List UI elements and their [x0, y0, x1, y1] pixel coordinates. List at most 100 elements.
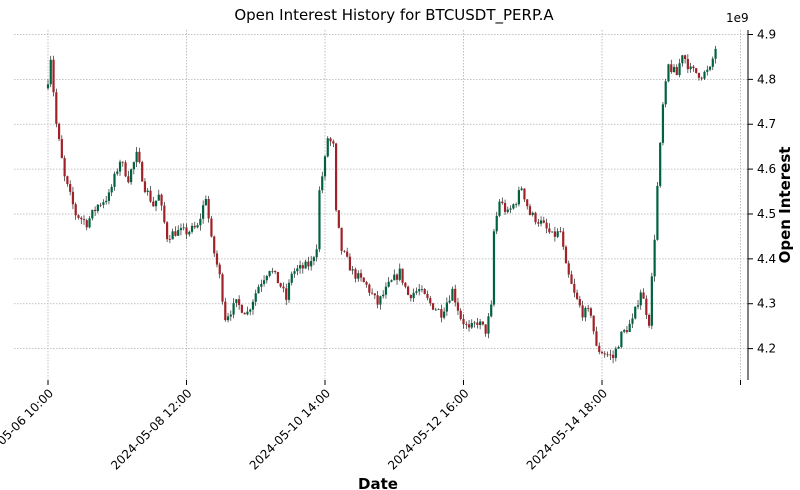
- y-tick-label: 4.9: [757, 27, 776, 41]
- candle-up: [257, 286, 260, 294]
- candle-down: [348, 256, 352, 271]
- candle-up: [46, 84, 50, 89]
- candle-down: [426, 293, 429, 299]
- candle-up: [357, 273, 360, 279]
- candle-down: [160, 194, 163, 206]
- candle-up: [116, 171, 119, 174]
- candle-up: [617, 347, 620, 349]
- candle-up: [110, 186, 113, 193]
- y-axis-label: Open Interest: [776, 147, 794, 264]
- candle-down: [163, 205, 166, 223]
- candle-up: [49, 59, 52, 85]
- candle-down: [370, 292, 374, 294]
- y-axis-ticks: 4.2 4.3 4.4 4.5 4.6 4.7 4.8 4.9: [748, 27, 776, 356]
- candle-up: [614, 348, 617, 358]
- candle-down: [238, 299, 241, 305]
- candle-up: [628, 323, 631, 332]
- candle-up: [703, 71, 706, 79]
- candle-up: [398, 268, 401, 280]
- candle-down: [362, 277, 365, 283]
- candle-down: [207, 198, 210, 219]
- candle-down: [697, 72, 701, 78]
- candle-up: [318, 190, 321, 250]
- candle-down: [611, 354, 615, 358]
- candle-up: [382, 294, 385, 297]
- candle-up: [171, 231, 174, 240]
- candle-up: [312, 257, 316, 261]
- candle-down: [185, 227, 188, 235]
- candle-up: [326, 138, 329, 157]
- candle-up: [492, 231, 496, 305]
- candle-up: [254, 293, 257, 302]
- candle-up: [498, 201, 501, 216]
- candle-up: [539, 220, 543, 224]
- candle-down: [376, 295, 379, 305]
- candle-up: [517, 190, 520, 205]
- candle-down: [578, 298, 581, 306]
- candle-down: [224, 301, 227, 321]
- candle-up: [246, 311, 249, 315]
- candle-down: [401, 268, 404, 283]
- x-tick-label: 2024-05-14 18:00: [524, 386, 610, 472]
- candle-down: [409, 294, 412, 299]
- candle-up: [664, 81, 667, 105]
- candle-down: [503, 202, 507, 212]
- candle-down: [240, 304, 243, 313]
- candle-down: [63, 158, 66, 177]
- candle-up: [661, 104, 665, 143]
- candle-down: [168, 239, 171, 240]
- candle-down: [332, 141, 335, 144]
- x-tick-label: 2024-05-10 14:00: [247, 386, 333, 472]
- candle-down: [60, 139, 63, 159]
- candle-down: [301, 265, 304, 269]
- candle-down: [141, 162, 144, 182]
- candle-up: [182, 227, 185, 229]
- candle-down: [57, 123, 61, 140]
- y-axis-multiplier: 1e9: [726, 11, 749, 25]
- candle-down: [274, 270, 277, 272]
- x-axis-label: Date: [358, 475, 398, 490]
- candle-up: [714, 48, 717, 59]
- candle-down: [570, 274, 573, 284]
- candle-down: [587, 307, 590, 309]
- candle-up: [631, 318, 634, 324]
- candle-down: [71, 191, 75, 205]
- candle-up: [260, 283, 263, 287]
- candle-down: [149, 190, 152, 202]
- candle-down: [645, 298, 648, 316]
- candle-up: [113, 173, 116, 187]
- candle-down: [467, 324, 471, 328]
- candle-down: [603, 353, 606, 355]
- candle-down: [553, 231, 557, 237]
- candle-up: [512, 204, 515, 209]
- candle-up: [451, 288, 454, 301]
- candle-down: [462, 318, 465, 325]
- candle-down: [692, 66, 695, 69]
- candle-down: [218, 264, 221, 275]
- candle-down: [526, 199, 529, 207]
- x-tick-label: 2024-05-12 16:00: [385, 386, 471, 472]
- candle-up: [96, 204, 99, 212]
- y-tick-label: 4.7: [757, 117, 776, 131]
- candle-up: [678, 63, 681, 76]
- candle-up: [310, 260, 313, 267]
- candle-up: [495, 215, 498, 232]
- candle-up: [229, 314, 232, 317]
- candle-up: [204, 198, 207, 206]
- candle-down: [152, 201, 155, 207]
- candle-down: [700, 77, 703, 79]
- candle-down: [99, 204, 102, 206]
- candle-up: [689, 66, 692, 70]
- candle-up: [304, 261, 307, 269]
- candle-up: [157, 194, 160, 201]
- candle-up: [487, 316, 490, 334]
- candle-down: [564, 246, 568, 264]
- candle-up: [293, 271, 296, 274]
- candle-up: [251, 301, 255, 310]
- candle-up: [659, 142, 662, 186]
- candle-down: [625, 330, 629, 332]
- candle-up: [434, 309, 437, 311]
- candle-down: [93, 209, 97, 212]
- candle-up: [298, 265, 302, 269]
- candle-up: [118, 161, 122, 172]
